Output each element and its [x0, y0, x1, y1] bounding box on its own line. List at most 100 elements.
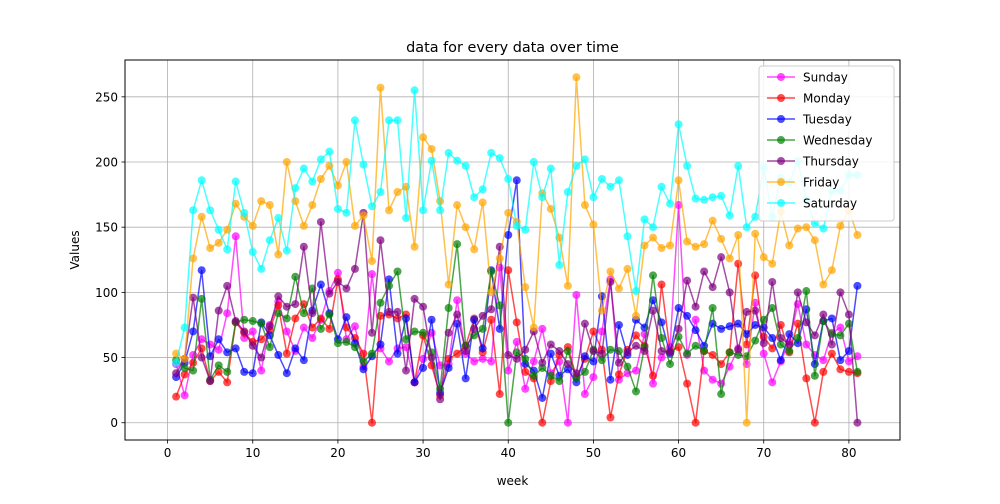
data-point-monday [708, 350, 717, 359]
y-tick-label: 150 [95, 221, 118, 235]
data-point-wednesday [563, 347, 572, 356]
data-point-saturday [649, 223, 658, 232]
data-point-saturday [410, 86, 419, 95]
data-point-friday [725, 254, 734, 263]
data-point-saturday [529, 158, 538, 167]
data-point-wednesday [325, 310, 334, 319]
data-point-wednesday [785, 347, 794, 356]
data-point-monday [649, 371, 658, 380]
data-point-monday [742, 340, 751, 349]
data-point-saturday [700, 195, 709, 204]
data-point-tuesday [580, 352, 589, 361]
y-tick-label: 100 [95, 286, 118, 300]
data-point-thursday [580, 319, 589, 328]
data-point-thursday [734, 345, 743, 354]
data-point-saturday [495, 154, 504, 163]
data-point-tuesday [478, 344, 487, 353]
data-point-wednesday [666, 360, 675, 369]
data-point-thursday [640, 347, 649, 356]
data-point-monday [683, 379, 692, 388]
data-point-monday [827, 349, 836, 358]
data-point-tuesday [546, 349, 555, 358]
data-point-wednesday [248, 317, 257, 326]
data-point-friday [419, 133, 428, 142]
data-point-tuesday [410, 378, 419, 387]
data-point-thursday [214, 306, 223, 315]
data-point-wednesday [708, 304, 717, 313]
data-point-saturday [742, 223, 751, 232]
data-point-saturday [666, 199, 675, 208]
data-point-wednesday [836, 331, 845, 340]
data-point-saturday [299, 164, 308, 173]
legend-swatch-marker-sunday [777, 73, 785, 81]
data-point-saturday [427, 156, 436, 165]
data-point-saturday [597, 174, 606, 183]
data-point-friday [700, 240, 709, 249]
data-point-friday [802, 223, 811, 232]
data-point-thursday [172, 369, 181, 378]
data-point-saturday [172, 358, 181, 367]
data-point-tuesday [589, 357, 598, 366]
data-point-monday [282, 349, 291, 358]
data-point-thursday [666, 348, 675, 357]
data-point-wednesday [316, 324, 325, 333]
data-point-wednesday [717, 390, 726, 399]
data-point-thursday [393, 307, 402, 316]
data-point-thursday [572, 369, 581, 378]
data-point-wednesday [214, 361, 223, 370]
data-point-monday [487, 315, 496, 324]
data-point-wednesday [180, 363, 189, 372]
data-point-wednesday [768, 304, 777, 313]
data-point-saturday [512, 221, 521, 230]
data-point-sunday [367, 270, 376, 279]
data-point-tuesday [299, 356, 308, 365]
data-point-wednesday [376, 298, 385, 307]
legend-swatch-marker-tuesday [777, 115, 785, 123]
data-point-tuesday [248, 369, 257, 378]
data-point-thursday [240, 327, 249, 336]
data-point-thursday [342, 284, 351, 293]
data-point-thursday [333, 277, 342, 286]
data-point-friday [674, 176, 683, 185]
data-point-wednesday [649, 271, 658, 280]
data-point-saturday [265, 236, 274, 245]
data-point-friday [393, 187, 402, 196]
data-point-wednesday [189, 366, 198, 375]
data-point-wednesday [793, 333, 802, 342]
data-point-friday [478, 198, 487, 207]
data-point-thursday [674, 324, 683, 333]
data-point-sunday [282, 327, 291, 336]
data-point-friday [257, 197, 266, 206]
data-point-thursday [827, 340, 836, 349]
data-point-thursday [691, 302, 700, 311]
legend-swatch-marker-saturday [777, 199, 785, 207]
data-point-sunday [649, 379, 658, 388]
data-point-thursday [768, 277, 777, 286]
data-point-friday [606, 267, 615, 276]
y-tick-label: 200 [95, 156, 118, 170]
data-point-wednesday [197, 294, 206, 303]
data-point-monday [180, 370, 189, 379]
data-point-friday [631, 311, 640, 320]
data-point-friday [742, 418, 751, 427]
data-point-friday [350, 221, 359, 230]
series-lines [172, 73, 862, 427]
data-point-wednesday [240, 315, 249, 324]
data-point-tuesday [683, 311, 692, 320]
data-point-saturday [453, 156, 462, 165]
data-point-wednesday [597, 356, 606, 365]
x-tick-label: 80 [841, 446, 856, 460]
data-point-saturday [580, 155, 589, 164]
data-point-friday [751, 229, 760, 238]
data-point-wednesday [274, 309, 283, 318]
data-point-saturday [402, 214, 411, 223]
data-point-tuesday [214, 335, 223, 344]
data-point-sunday [572, 290, 581, 299]
data-point-monday [495, 390, 504, 399]
data-point-friday [197, 212, 206, 221]
data-point-tuesday [853, 281, 862, 290]
data-point-monday [717, 360, 726, 369]
data-point-saturday [444, 148, 453, 157]
